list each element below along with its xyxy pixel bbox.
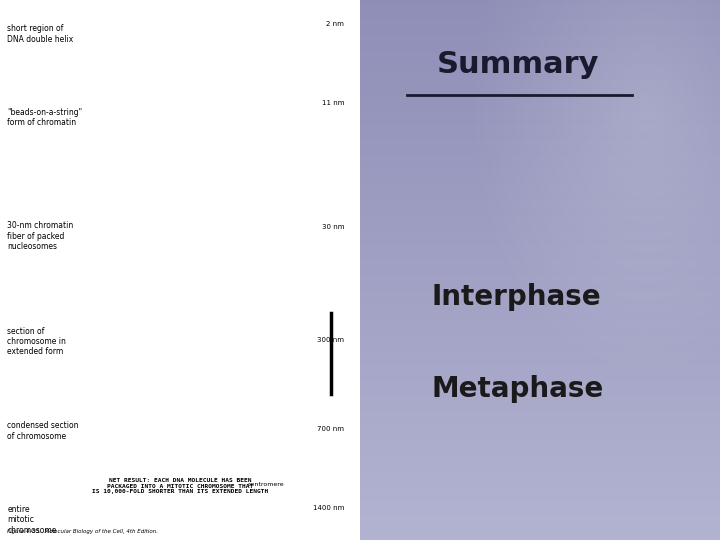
Text: 30-nm chromatin
fiber of packed
nucleosomes: 30-nm chromatin fiber of packed nucleoso…	[7, 221, 73, 251]
Text: 30 nm: 30 nm	[322, 224, 344, 230]
Text: short region of
DNA double helix: short region of DNA double helix	[7, 24, 73, 44]
Text: section of
chromosome in
extended form: section of chromosome in extended form	[7, 327, 66, 356]
Text: Figure 4–55.  Molecular Biology of the Cell, 4th Edition.: Figure 4–55. Molecular Biology of the Ce…	[7, 529, 158, 534]
Text: entire
mitotic
chromosome: entire mitotic chromosome	[7, 505, 57, 535]
Text: Metaphase: Metaphase	[432, 375, 604, 403]
Text: Interphase: Interphase	[432, 283, 602, 311]
Text: Summary: Summary	[437, 50, 600, 79]
Text: centromere: centromere	[248, 482, 284, 487]
Text: 700 nm: 700 nm	[317, 426, 344, 433]
Text: "beads-on-a-string"
form of chromatin: "beads-on-a-string" form of chromatin	[7, 108, 82, 127]
Text: 1400 nm: 1400 nm	[312, 504, 344, 511]
Text: condensed section
of chromosome: condensed section of chromosome	[7, 421, 78, 441]
Text: 300 nm: 300 nm	[317, 337, 344, 343]
Bar	[0, 0, 360, 540]
Text: 2 nm: 2 nm	[326, 21, 344, 28]
Text: NET RESULT: EACH DNA MOLECULE HAS BEEN
PACKAGED INTO A MITOTIC CHROMOSOME THAT
I: NET RESULT: EACH DNA MOLECULE HAS BEEN P…	[92, 478, 268, 495]
Text: 11 nm: 11 nm	[322, 99, 344, 106]
